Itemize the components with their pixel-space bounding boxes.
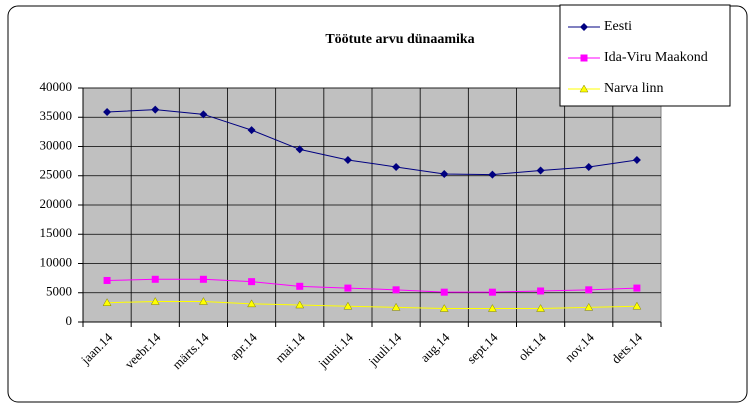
data-point xyxy=(584,302,594,311)
data-point xyxy=(632,155,641,164)
data-point xyxy=(633,284,641,292)
data-point xyxy=(247,126,256,135)
data-point xyxy=(296,282,304,290)
legend-label: Eesti xyxy=(604,19,632,34)
y-tick-label: 10000 xyxy=(40,254,73,269)
data-point xyxy=(439,304,449,312)
y-tick-label: 15000 xyxy=(40,225,73,240)
data-point xyxy=(440,288,448,296)
data-point xyxy=(102,298,112,306)
chart-title: Töötute arvu dünaamika xyxy=(325,32,474,47)
data-point xyxy=(198,297,208,305)
data-point xyxy=(632,301,642,310)
series-line xyxy=(107,301,637,310)
legend-marker xyxy=(580,54,588,62)
y-tick-label: 25000 xyxy=(40,167,73,182)
data-point xyxy=(584,162,593,171)
data-point xyxy=(440,169,449,178)
data-point xyxy=(103,276,111,284)
data-point xyxy=(199,275,207,283)
data-point xyxy=(295,145,304,154)
legend-marker xyxy=(579,84,589,93)
data-point xyxy=(247,299,257,308)
data-point xyxy=(585,286,593,294)
data-point xyxy=(536,166,545,175)
legend-label: Ida-Viru Maakond xyxy=(604,50,708,65)
y-tick-label: 0 xyxy=(66,313,73,328)
data-point xyxy=(488,288,496,296)
data-point xyxy=(248,278,256,286)
y-tick-label: 35000 xyxy=(40,108,73,123)
y-tick-label: 5000 xyxy=(46,284,72,299)
data-point xyxy=(295,300,305,309)
y-tick-label: 20000 xyxy=(40,196,73,211)
data-point xyxy=(150,297,160,305)
legend-label: Narva linn xyxy=(604,81,663,96)
data-point xyxy=(151,105,160,114)
data-point xyxy=(343,301,353,310)
data-point xyxy=(199,110,208,119)
data-point xyxy=(487,304,497,312)
data-point xyxy=(344,284,352,292)
data-point xyxy=(488,170,497,179)
data-point xyxy=(103,107,112,116)
y-tick-label: 30000 xyxy=(40,137,73,152)
legend-marker xyxy=(580,23,588,31)
data-point xyxy=(151,275,159,283)
series-line xyxy=(107,109,637,176)
data-point xyxy=(392,286,400,294)
data-point xyxy=(391,302,401,311)
data-point xyxy=(536,304,546,312)
y-tick-label: 40000 xyxy=(40,79,73,94)
data-point xyxy=(392,162,401,171)
data-point xyxy=(537,287,545,295)
data-point xyxy=(343,155,352,164)
series-line xyxy=(107,278,637,293)
